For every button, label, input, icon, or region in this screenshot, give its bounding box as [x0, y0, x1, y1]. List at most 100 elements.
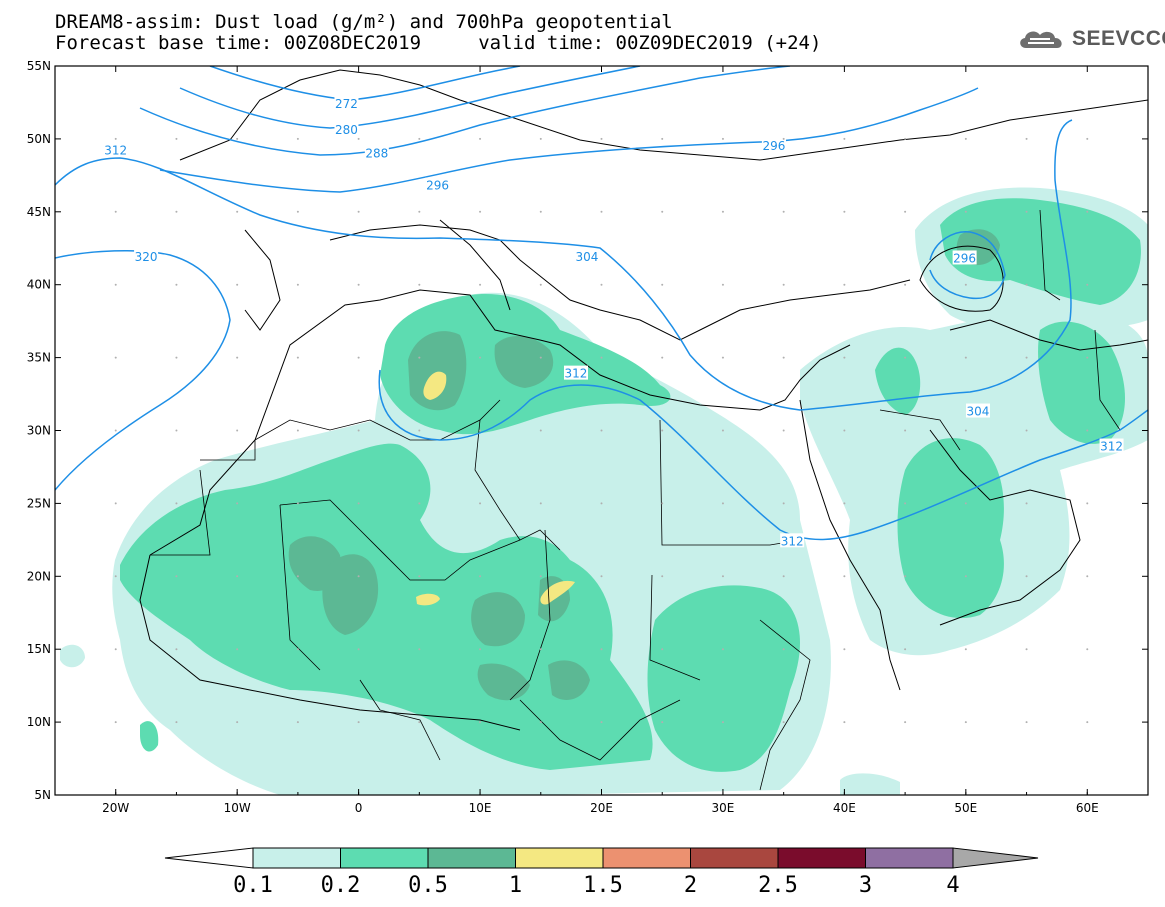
grid-dot — [539, 721, 542, 724]
grid-dot — [600, 502, 603, 505]
colorbar-label: 4 — [946, 873, 959, 898]
seevccc-logo: SEEVCCC — [1016, 26, 1165, 52]
coastlines — [139, 69, 1148, 731]
grid-dot — [721, 429, 724, 432]
grid-dot — [114, 429, 117, 432]
grid-dot — [843, 648, 846, 651]
grid-dot — [1025, 283, 1028, 286]
contour-label-bg — [780, 533, 805, 548]
grid-dot — [114, 283, 117, 286]
grid-dot — [175, 137, 178, 140]
grid-dot — [1025, 210, 1028, 213]
colorbar-segment — [252, 847, 341, 869]
grid-dot — [357, 502, 360, 505]
grid-dot — [721, 283, 724, 286]
grid-dot — [1025, 502, 1028, 505]
grid-dot — [479, 575, 482, 578]
grid-dot — [843, 721, 846, 724]
grid-dot — [843, 575, 846, 578]
grid-dot — [904, 648, 907, 651]
grid-dot — [539, 648, 542, 651]
grid-dot — [114, 575, 117, 578]
lon-tick-label: 10E — [469, 801, 492, 815]
grid-dot — [175, 283, 178, 286]
grid-dot — [479, 137, 482, 140]
grid-dot — [236, 356, 239, 359]
grid-dot — [296, 721, 299, 724]
colorbar-label: 1 — [509, 873, 522, 898]
grid-dot — [843, 356, 846, 359]
grid-dot — [1086, 429, 1089, 432]
grid-dot — [175, 210, 178, 213]
grid-dot — [721, 137, 724, 140]
grid-dot — [418, 429, 421, 432]
grid-dot — [539, 283, 542, 286]
colorbar-under-arrow — [164, 847, 254, 869]
colorbar-label: 2.5 — [758, 873, 798, 898]
grid-dot — [539, 137, 542, 140]
grid-dot — [782, 429, 785, 432]
grid-dot — [1086, 648, 1089, 651]
grid-dot — [964, 502, 967, 505]
grid-dot — [1025, 648, 1028, 651]
contour-label: 296 — [953, 251, 976, 265]
contour-label: 272 — [335, 97, 358, 111]
grid-dot — [357, 210, 360, 213]
grid-dot — [114, 502, 117, 505]
logo-text: SEEVCCC — [1072, 27, 1165, 50]
lat-tick-label: 30N — [27, 424, 51, 438]
lon-tick-label: 10W — [224, 801, 251, 815]
grid-dot — [661, 429, 664, 432]
contour-label: 304 — [575, 250, 598, 264]
grid-dot — [114, 137, 117, 140]
grid-dot — [782, 356, 785, 359]
grid-dot — [114, 356, 117, 359]
lon-tick-label: 20W — [102, 801, 129, 815]
grid-dot — [904, 137, 907, 140]
lat-tick-label: 15N — [27, 642, 51, 656]
grid-dot — [782, 137, 785, 140]
grid-dot — [600, 283, 603, 286]
lat-tick-label: 5N — [34, 788, 51, 802]
grid-dot — [843, 210, 846, 213]
grid-dot — [114, 648, 117, 651]
grid-dot — [964, 575, 967, 578]
grid-dot — [964, 721, 967, 724]
grid-dot — [236, 137, 239, 140]
colorbar-segment — [427, 847, 516, 869]
grid-dot — [600, 356, 603, 359]
colorbar-label: 2 — [684, 873, 697, 898]
contour-label-bg — [952, 250, 977, 265]
grid-dot — [1086, 721, 1089, 724]
contour-labels: 272 280 288 296 304 312 320 312 312 296 304 296 312 — [103, 95, 1124, 548]
grid-dot — [782, 575, 785, 578]
map-title-line1: DREAM8-assim: Dust load (g/m²) and 700hP… — [55, 11, 673, 33]
contour-label: 296 — [762, 139, 785, 153]
grid-dot — [418, 721, 421, 724]
grid-dot — [479, 429, 482, 432]
grid-dot — [479, 283, 482, 286]
grid-dot — [904, 356, 907, 359]
grid-dot — [418, 137, 421, 140]
contour-label-bg — [965, 403, 990, 418]
lon-tick-label: 30E — [712, 801, 735, 815]
grid-dot — [1025, 137, 1028, 140]
grid-dot — [964, 429, 967, 432]
lon-tick-label: 40E — [833, 801, 856, 815]
grid-dot — [904, 283, 907, 286]
grid-dot — [175, 575, 178, 578]
grid-dot — [1086, 575, 1089, 578]
contour-label: 296 — [426, 179, 449, 193]
grid-dot — [357, 575, 360, 578]
grid-dot — [357, 283, 360, 286]
grid-dot — [1086, 137, 1089, 140]
grid-dot — [1025, 575, 1028, 578]
lon-tick-label: 0 — [355, 801, 363, 815]
grid-dot — [296, 648, 299, 651]
lat-tick-label: 40N — [27, 278, 51, 292]
grid-dot — [843, 283, 846, 286]
grid-dot — [539, 356, 542, 359]
grid-dot — [357, 648, 360, 651]
contour-label: 312 — [565, 367, 588, 381]
lat-tick-label: 10N — [27, 715, 51, 729]
